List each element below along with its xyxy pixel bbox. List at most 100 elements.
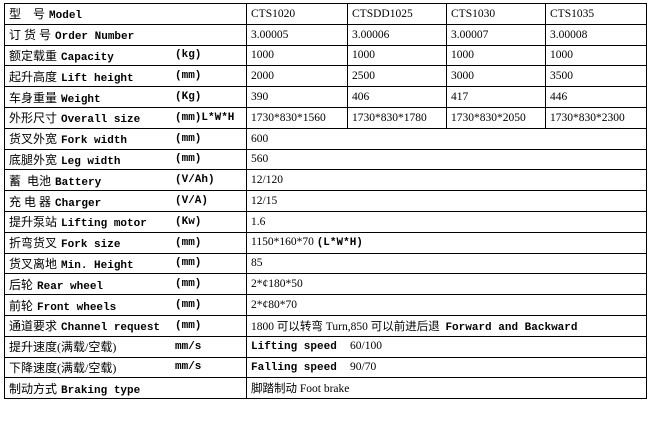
label-cell: 底腿外宽 Leg width (mm) [4,148,247,171]
value-cell: CTS1020 [246,3,348,25]
label-cell: 通道要求 Channel request (mm) [4,314,247,337]
value-cell: 1730*830*1560 [246,106,348,129]
table-row: 外形尺寸 Overall size (mm)L*W*H 1730*830*1560 17… [4,106,647,129]
value-cell: 3.00007 [446,23,546,46]
table-row: 下降速度(满载/空载) mm/s Falling speed 90/70 [4,356,647,379]
table-body: 型 号 Model CTS1020 CTSDD1025 CTS1030 CTS1035 订 … [4,3,647,400]
table-row: 通道要求 Channel request (mm) 1800 可以转弯 Turn,85… [4,314,647,337]
table-row: 前轮 Front wheels (mm) 2*¢80*70 [4,294,647,316]
label-cn: 订 货 号 [9,28,52,43]
value-cell: 417 [446,86,546,108]
label-cell: 货叉离地 Min. Height (mm) [4,252,247,275]
label-en: Channel request [61,322,161,335]
label-unit: (mm) [175,236,202,249]
label-unit: (V/A) [175,195,209,208]
label-cell: 制动方式 Braking type [4,377,247,400]
value-cell: CTS1030 [446,3,546,25]
value-segment: 1150*160*70 [251,236,317,249]
value-cell: 1.6 [246,210,647,233]
value-segment: 90/70 [350,360,377,373]
label-cell: 提升速度(满载/空载) mm/s [4,335,247,358]
label-cn: 前轮 [9,298,34,313]
label-en: Overall size [61,114,141,127]
label-unit: (kg) [175,49,202,62]
label-cell: 货叉外宽 Fork width (mm) [4,127,247,150]
label-en: Rear wheel [37,280,104,293]
value-cell: Lifting speed 60/100 [246,335,647,358]
label-unit: (mm) [175,153,202,166]
value-cell: 3000 [446,65,546,88]
label-en: Fork size [61,239,121,252]
value-cell: 446 [545,86,647,108]
table-row: 订 货 号 Order Number 3.00005 3.00006 3.00007 3.… [4,23,647,46]
value-cell: 1800 可以转弯 Turn,850 可以前进后退 Forward and Ba… [246,314,647,337]
table-row: 折弯货叉 Fork size (mm) 1150*160*70 (L*W*H) [4,231,647,254]
label-en: Braking type [61,384,141,397]
label-cn: 折弯货叉 [9,236,58,251]
label-cn: 充 电 器 [9,194,52,209]
label-en: Lift height [61,72,134,85]
label-cell: 起升高度 Lift height (mm) [4,65,247,88]
label-cn: 额定载重 [9,48,58,63]
value-segment: Lifting speed [251,341,351,354]
value-cell: 脚踏制动 Foot brake [246,377,647,400]
label-cn: 车身重量 [9,90,58,105]
value-cell: 390 [246,86,348,108]
spec-table: 型 号 Model CTS1020 CTSDD1025 CTS1030 CTS1035 订 … [4,3,647,400]
value-cell: 2*¢80*70 [246,294,647,316]
table-row: 货叉离地 Min. Height (mm) 85 [4,252,647,275]
label-cn: 提升泵站 [9,215,58,230]
value-cell: 1730*830*1780 [347,106,447,129]
label-cell: 前轮 Front wheels (mm) [4,294,247,316]
label-unit: (Kw) [175,215,202,228]
label-en: Order Number [55,31,135,44]
label-en: Min. Height [61,259,134,272]
label-en: Charger [55,197,102,210]
table-row: 货叉外宽 Fork width (mm) 600 [4,127,647,150]
table-row: 车身重量 Weight (Kg) 390 406 417 446 [4,86,647,108]
label-cn: 货叉离地 [9,256,58,271]
label-cell: 订 货 号 Order Number [4,23,247,46]
value-cell: 3.00006 [347,23,447,46]
label-en: Capacity [61,51,114,64]
label-cell: 下降速度(满载/空载) mm/s [4,356,247,379]
table-row: 提升泵站 Lifting motor (Kw) 1.6 [4,210,647,233]
value-segment: Falling speed [251,361,351,374]
label-cn: 提升速度(满载/空载) [9,340,117,355]
label-cn: 起升高度 [9,69,58,84]
label-cn: 底腿外宽 [9,152,58,167]
label-cell: 型 号 Model [4,3,247,25]
label-en: Weight [61,93,101,106]
value-cell: 1730*830*2300 [545,106,647,129]
label-cn: 货叉外宽 [9,132,58,147]
label-cell: 蓄 电池 Battery (V/Ah) [4,169,247,192]
value-cell: 1000 [347,44,447,67]
label-en: Front wheels [37,301,117,314]
label-cell: 车身重量 Weight (Kg) [4,86,247,108]
label-cn: 制动方式 [9,381,58,396]
label-cn: 后轮 [9,277,34,292]
label-cell: 外形尺寸 Overall size (mm)L*W*H [4,106,247,129]
value-cell: 12/15 [246,190,647,212]
label-unit: (mm) [175,278,202,291]
value-cell: 406 [347,86,447,108]
label-cell: 折弯货叉 Fork size (mm) [4,231,247,254]
value-cell: 1000 [446,44,546,67]
value-cell: 3.00005 [246,23,348,46]
label-unit: (mm) [175,257,202,270]
label-cn: 型 号 [9,7,46,22]
value-cell: 1000 [545,44,647,67]
table-row: 型 号 Model CTS1020 CTSDD1025 CTS1030 CTS1035 [4,3,647,25]
table-row: 充 电 器 Charger (V/A) 12/15 [4,190,647,212]
value-cell: 1730*830*2050 [446,106,546,129]
value-cell: 1150*160*70 (L*W*H) [246,231,647,254]
value-segment: 1800 可以转弯 Turn,850 可以前进后退 [251,320,446,333]
value-cell: CTSDD1025 [347,3,447,25]
value-cell: 2500 [347,65,447,88]
value-cell: 3500 [545,65,647,88]
label-unit: (mm)L*W*H [175,111,235,124]
label-unit: mm/s [175,361,202,374]
value-cell: 560 [246,148,647,171]
label-unit: (mm) [175,319,202,332]
